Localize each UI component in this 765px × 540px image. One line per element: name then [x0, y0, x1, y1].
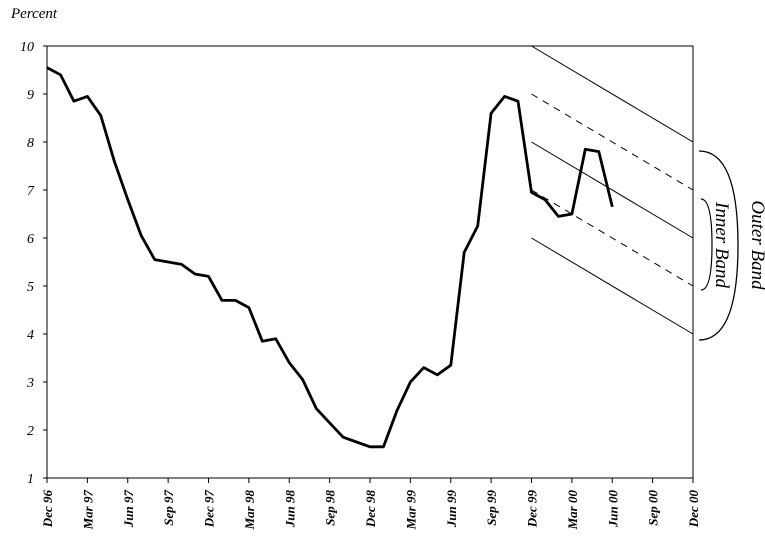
plot-frame [46, 45, 694, 479]
y-ticks: 1 2 3 4 5 6 7 8 9 10 [20, 40, 47, 487]
y-tick-label: 4 [27, 328, 34, 343]
x-tick-label: Jun 97 [121, 490, 136, 529]
x-tick-label: Mar 99 [403, 490, 418, 531]
series-line [46, 66, 614, 449]
y-tick-label: 1 [27, 472, 34, 487]
x-tick-label: Mar 98 [242, 490, 257, 531]
x-tick-label: Dec 00 [686, 490, 701, 529]
x-tick-label: Sep 99 [484, 490, 499, 526]
inner-band-bracket [700, 198, 713, 291]
axes [46, 45, 694, 479]
x-tick-label: Dec 99 [525, 490, 540, 529]
y-tick-label: 6 [27, 232, 34, 247]
y-tick-label: 5 [27, 280, 34, 295]
y-tick-label: 7 [27, 184, 35, 199]
x-tick-label: Mar 97 [80, 490, 95, 531]
inner-band-label: Inner Band [711, 201, 732, 289]
band-brackets: Outer Band Inner Band [698, 150, 765, 341]
outer-band-line [531, 45, 694, 143]
outer-band-label: Outer Band [747, 200, 765, 290]
x-tick-label: Jun 98 [282, 490, 297, 529]
x-tick-label: Dec 98 [363, 490, 378, 529]
x-ticks: Dec 96 Mar 97 Jun 97 Sep 97 Dec 97 Mar 98 Jun … [40, 478, 701, 530]
y-tick-label: 10 [20, 40, 34, 55]
y-tick-label: 8 [27, 136, 34, 151]
x-tick-label: Sep 97 [161, 490, 176, 526]
y-tick-label: 3 [26, 376, 34, 391]
outer-band-line [531, 237, 694, 335]
outer-band-bracket [698, 150, 739, 341]
target-bands [531, 45, 694, 335]
x-tick-label: Dec 97 [202, 490, 217, 529]
inner-band-line [531, 93, 694, 191]
y-tick-label: 2 [27, 424, 34, 439]
y-axis-title: Percent [11, 6, 58, 22]
x-tick-label: Sep 00 [646, 490, 661, 526]
outer-band-line [531, 141, 694, 239]
y-tick-label: 9 [27, 88, 34, 103]
x-tick-label: Sep 98 [323, 490, 338, 526]
x-tick-label: Jun 00 [605, 490, 620, 529]
x-tick-label: Mar 00 [565, 490, 580, 531]
x-tick-label: Jun 99 [444, 490, 459, 529]
series-lines [46, 66, 614, 449]
inner-band-line [531, 189, 694, 287]
x-tick-label: Dec 96 [40, 490, 55, 529]
